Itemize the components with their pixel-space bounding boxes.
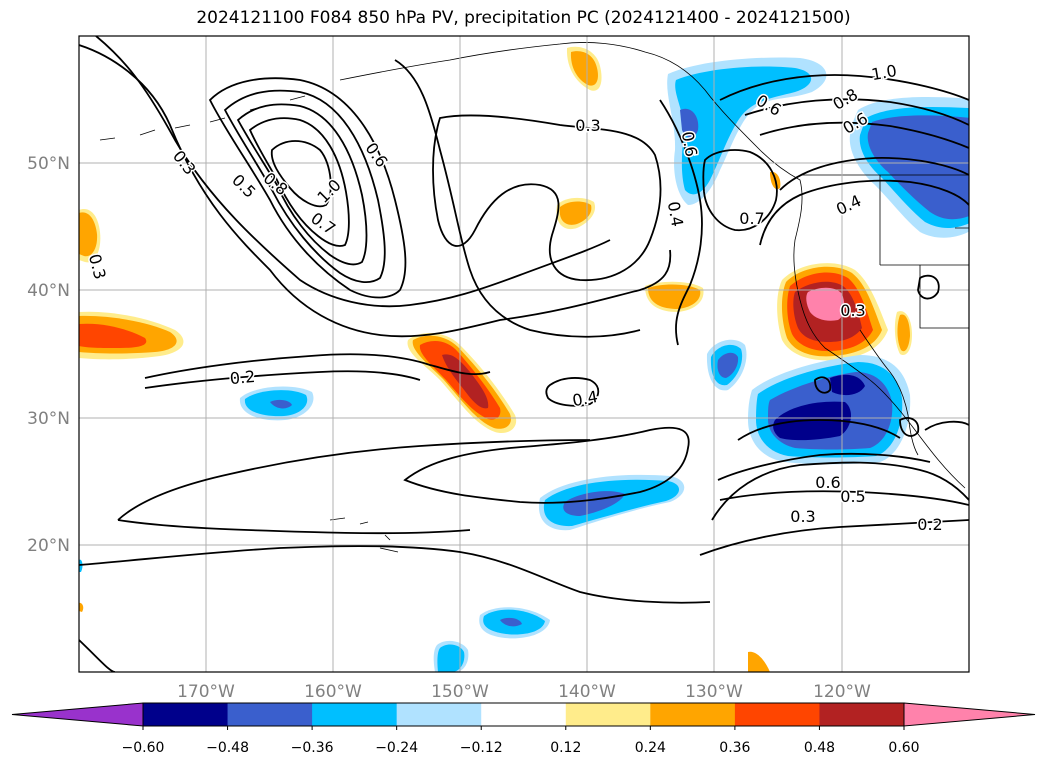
lon-label: 140°W <box>558 682 616 702</box>
colorbar-tick-label: −0.48 <box>206 740 249 756</box>
colorbar-tick-label: 0.60 <box>888 740 919 756</box>
colorbar: −0.60 −0.48 −0.36 −0.24 −0.12 0.12 0.24 0.36 0.4… <box>11 702 1036 756</box>
colorbar-extend-high <box>903 702 1036 727</box>
colorbar-segment <box>396 703 482 726</box>
map-title: 2024121100 F084 850 hPa PV, precipitatio… <box>196 8 851 28</box>
colorbar-tick-label: −0.60 <box>122 740 165 756</box>
lat-label: 30°N <box>27 409 70 429</box>
colorbar-segment <box>227 703 313 726</box>
colorbar-tick-label: 0.24 <box>635 740 666 756</box>
colorbar-segment <box>312 703 398 726</box>
map-panel: 0.30.5 0.8 1.00.70.60.30.20.40.40.30.60.7 0… <box>79 36 969 672</box>
lon-label: 170°W <box>177 682 235 702</box>
colorbar-tick-label: −0.36 <box>291 740 334 756</box>
colorbar-tick-label: 0.12 <box>550 740 581 756</box>
map-frame <box>78 35 970 673</box>
lat-label: 20°N <box>27 536 70 556</box>
contour-label: 0.6 <box>678 130 701 158</box>
colorbar-segment <box>819 703 905 726</box>
pv-contours <box>79 36 969 672</box>
lat-label: 40°N <box>27 281 70 301</box>
lon-label: 160°W <box>304 682 362 702</box>
contour-label: 0.2 <box>229 367 256 388</box>
colorbar-segment <box>481 703 567 726</box>
contour-label: 0.3 <box>790 507 815 526</box>
contour-label: 0.4 <box>571 387 599 410</box>
contour-label: 0.3 <box>840 301 865 320</box>
contour-label: 0.3 <box>575 116 600 135</box>
lon-label: 130°W <box>685 682 743 702</box>
coastlines <box>99 42 969 553</box>
colorbar-segment <box>143 703 229 726</box>
contour-label: 0.2 <box>917 515 942 534</box>
colorbar-tick-label: 0.36 <box>719 740 750 756</box>
colorbar-segment <box>734 703 820 726</box>
longitude-labels: 170°W 160°W 150°W 140°W 130°W 120°W <box>177 682 871 702</box>
latitude-labels: 50°N 40°N 30°N 20°N <box>27 154 70 556</box>
colorbar-tick-label: 0.48 <box>804 740 835 756</box>
colorbar-tick-label: −0.12 <box>460 740 503 756</box>
contour-label: 0.6 <box>815 473 840 492</box>
lon-label: 150°W <box>431 682 489 702</box>
colorbar-tick-label: −0.24 <box>375 740 418 756</box>
lat-label: 50°N <box>27 154 70 174</box>
contour-label: 0.7 <box>739 209 764 228</box>
colorbar-segment <box>650 703 736 726</box>
colorbar-extend-low <box>11 702 144 727</box>
colorbar-frame <box>142 702 905 727</box>
graticule <box>79 36 969 672</box>
colorbar-segment <box>565 703 651 726</box>
lon-label: 120°W <box>813 682 871 702</box>
contour-label: 0.5 <box>840 487 865 506</box>
